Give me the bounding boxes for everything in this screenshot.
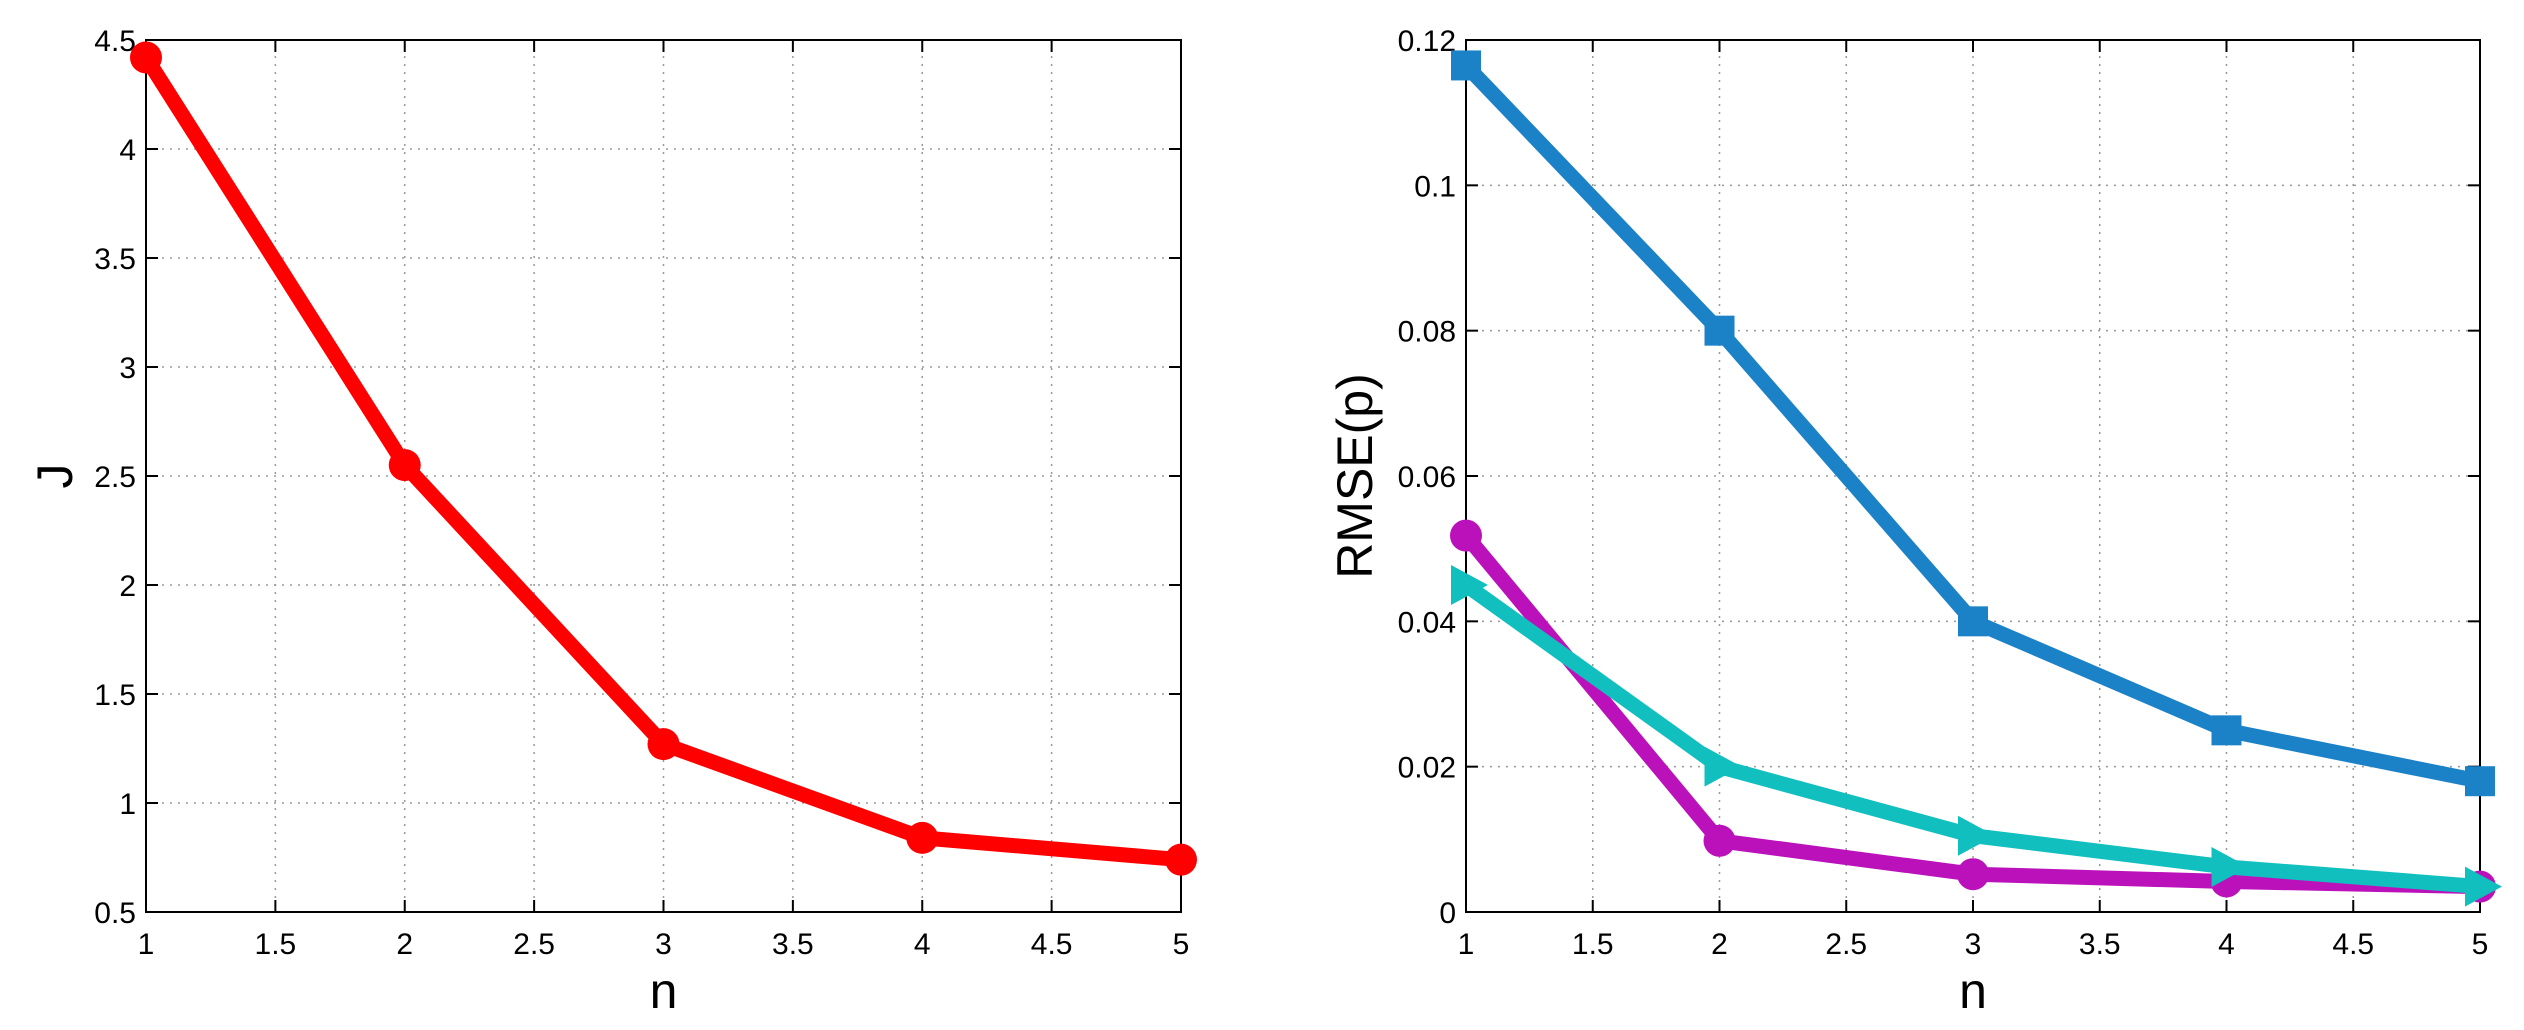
y-tick-label: 3.5 [94, 243, 136, 276]
data-point [1958, 606, 1988, 637]
y-tick-label: 0.5 [94, 897, 136, 930]
x-tick-label: 4 [914, 928, 931, 961]
y-axis-label: J [27, 464, 83, 489]
y-tick-label: 0.02 [1398, 752, 1456, 785]
x-tick-label: 2 [1711, 928, 1728, 961]
data-point [388, 449, 421, 482]
x-tick-label: 1 [1458, 928, 1475, 961]
data-point [1451, 50, 1481, 81]
y-tick-label: 0 [1439, 897, 1456, 930]
y-tick-label: 4.5 [94, 25, 136, 58]
chart-panel-1: 1 1.5 2 2.5 3 3.5 4 4.5 50.511.522.533.544.5nJ [27, 25, 1197, 1019]
data-point [2211, 715, 2242, 746]
x-tick-label: 4.5 [2332, 928, 2374, 961]
data-point [130, 41, 162, 74]
x-axis-label: n [650, 963, 678, 1019]
y-tick-label: 0.08 [1398, 316, 1456, 349]
x-tick-label: 3 [1965, 928, 1982, 961]
x-tick-label: 5 [1173, 928, 1190, 961]
y-axis-label: RMSE(p) [1327, 373, 1383, 579]
data-point [1704, 746, 1742, 787]
data-point [1703, 824, 1736, 857]
x-tick-label: 1 [138, 928, 155, 961]
y-tick-label: 0.1 [1414, 170, 1456, 203]
chart-panel-2: 1 1.5 2 2.5 3 3.5 4 4.5 5 0 0.02 0.04 0.06 0.08 0.1 0.1… [1327, 25, 2502, 1019]
plot-frame [1465, 39, 2481, 913]
x-tick-label: 2.5 [513, 928, 555, 961]
y-tick-label: 2.5 [94, 461, 136, 494]
y-tick-label: 2 [119, 570, 136, 603]
plot-frame [145, 39, 1182, 913]
x-tick-label: 2.5 [1825, 928, 1867, 961]
x-tick-label: 1.5 [255, 928, 297, 961]
y-tick-label: 1.5 [94, 679, 136, 712]
data-point [1450, 519, 1482, 552]
data-point [2211, 846, 2249, 887]
y-tick-label: 0.04 [1398, 606, 1456, 639]
x-tick-label: 3.5 [2079, 928, 2121, 961]
x-tick-label: 4 [2218, 928, 2235, 961]
x-tick-label: 3 [655, 928, 672, 961]
data-point [2465, 866, 2502, 907]
data-point [1704, 315, 1735, 346]
data-point [2465, 766, 2495, 797]
data-point [1451, 565, 1488, 605]
x-tick-label: 3.5 [772, 928, 814, 961]
data-point [1958, 815, 1995, 856]
x-tick-label: 4.5 [1031, 928, 1073, 961]
y-tick-label: 4 [119, 134, 136, 167]
x-tick-label: 2 [396, 928, 413, 961]
y-tick-label: 0.06 [1398, 461, 1456, 494]
x-tick-label: 5 [2472, 928, 2489, 961]
x-axis-label: n [1959, 963, 1987, 1019]
y-tick-label: 1 [119, 788, 136, 821]
y-tick-label: 0.12 [1398, 25, 1456, 58]
data-point [647, 728, 680, 761]
data-point [1165, 843, 1197, 876]
data-point [1957, 858, 1989, 891]
y-tick-label: 3 [119, 352, 136, 385]
data-point [906, 821, 939, 854]
x-tick-label: 1.5 [1572, 928, 1614, 961]
